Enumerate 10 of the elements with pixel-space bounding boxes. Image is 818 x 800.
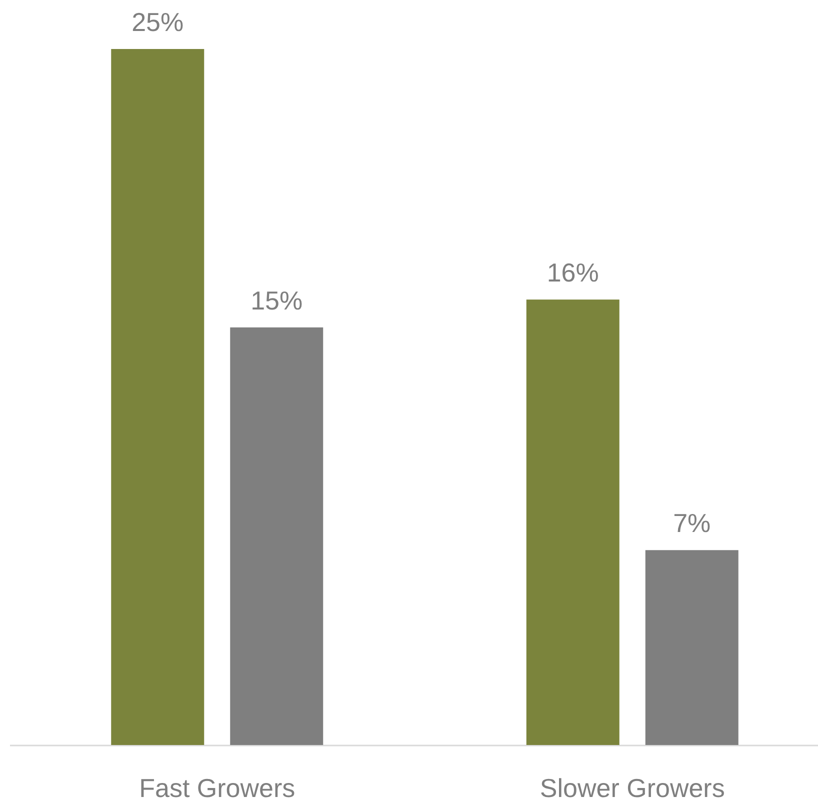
x-tick-label: Fast Growers — [139, 773, 296, 800]
data-label: 16% — [546, 258, 599, 288]
data-label: 25% — [132, 7, 184, 37]
bar — [526, 300, 620, 745]
bar — [645, 550, 738, 745]
data-label: 7% — [673, 508, 711, 538]
bar — [111, 49, 204, 745]
bar — [230, 327, 324, 745]
data-label: 15% — [250, 285, 303, 316]
x-tick-label: Slower Growers — [540, 773, 725, 800]
